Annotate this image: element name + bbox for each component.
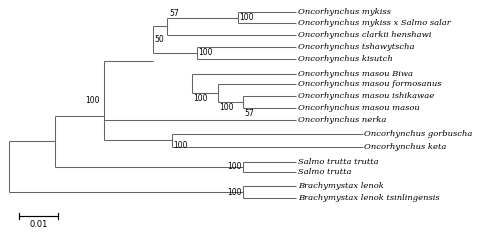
Text: 100: 100 [227,188,242,197]
Text: 100: 100 [219,103,234,112]
Text: 50: 50 [154,35,164,44]
Text: Oncorhynchus masou formosanus: Oncorhynchus masou formosanus [298,80,442,88]
Text: 100: 100 [192,94,207,103]
Text: Oncorhynchus masou Biwa: Oncorhynchus masou Biwa [298,70,413,77]
Text: Salmo trutta trutta: Salmo trutta trutta [298,158,378,165]
Text: Oncorhynchus mykiss: Oncorhynchus mykiss [298,8,391,16]
Text: Oncorhynchus gorbuscha: Oncorhynchus gorbuscha [364,130,473,138]
Text: Oncorhynchus tshawytscha: Oncorhynchus tshawytscha [298,43,414,51]
Text: 57: 57 [244,109,254,118]
Text: Brachymystax lenok tsinlingensis: Brachymystax lenok tsinlingensis [298,194,440,202]
Text: 100: 100 [240,13,254,22]
Text: Brachymystax lenok: Brachymystax lenok [298,182,384,190]
Text: 0.01: 0.01 [30,220,48,229]
Text: Oncorhynchus clarkii henshawi: Oncorhynchus clarkii henshawi [298,31,432,39]
Text: 100: 100 [198,48,213,57]
Text: Salmo trutta: Salmo trutta [298,168,352,176]
Text: 100: 100 [173,141,188,150]
Text: Oncorhynchus masou masou: Oncorhynchus masou masou [298,104,420,112]
Text: 100: 100 [227,163,242,171]
Text: Oncorhynchus keta: Oncorhynchus keta [364,143,447,151]
Text: Oncorhynchus nerka: Oncorhynchus nerka [298,116,386,124]
Text: Oncorhynchus masou ishikawae: Oncorhynchus masou ishikawae [298,92,434,100]
Text: 100: 100 [86,96,100,105]
Text: Oncorhynchus kisutch: Oncorhynchus kisutch [298,55,393,63]
Text: Oncorhynchus mykiss x Salmo salar: Oncorhynchus mykiss x Salmo salar [298,19,451,27]
Text: 57: 57 [170,9,179,18]
